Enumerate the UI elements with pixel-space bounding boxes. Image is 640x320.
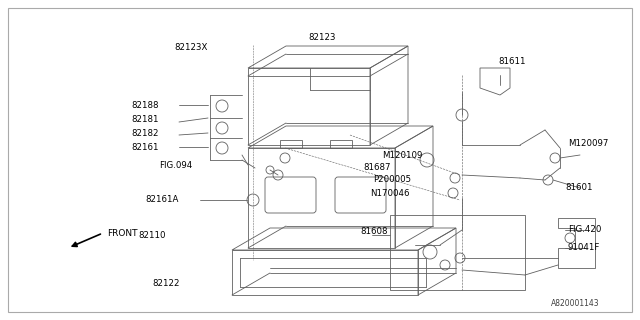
Text: 82123X: 82123X bbox=[174, 44, 207, 52]
Text: 82182: 82182 bbox=[131, 129, 159, 138]
Text: 82110: 82110 bbox=[138, 230, 166, 239]
Text: 81601: 81601 bbox=[565, 183, 593, 193]
Text: 82122: 82122 bbox=[152, 278, 179, 287]
Text: 82188: 82188 bbox=[131, 100, 159, 109]
Text: FRONT: FRONT bbox=[107, 228, 138, 237]
Text: P200005: P200005 bbox=[373, 175, 411, 185]
Text: M120097: M120097 bbox=[568, 139, 609, 148]
Text: 82161: 82161 bbox=[131, 142, 159, 151]
Text: 81608: 81608 bbox=[360, 228, 387, 236]
Text: FIG.094: FIG.094 bbox=[159, 161, 192, 170]
Text: M120109: M120109 bbox=[382, 150, 422, 159]
Bar bbox=[390, 215, 525, 290]
Text: FIG.420: FIG.420 bbox=[568, 226, 602, 235]
Text: N170046: N170046 bbox=[370, 188, 410, 197]
Text: 81611: 81611 bbox=[498, 58, 525, 67]
Text: 82123: 82123 bbox=[308, 34, 335, 43]
Text: A820001143: A820001143 bbox=[552, 299, 600, 308]
Text: 91041F: 91041F bbox=[568, 244, 600, 252]
Text: 82161A: 82161A bbox=[145, 196, 179, 204]
Text: 81687: 81687 bbox=[363, 164, 390, 172]
Text: 82181: 82181 bbox=[131, 116, 159, 124]
